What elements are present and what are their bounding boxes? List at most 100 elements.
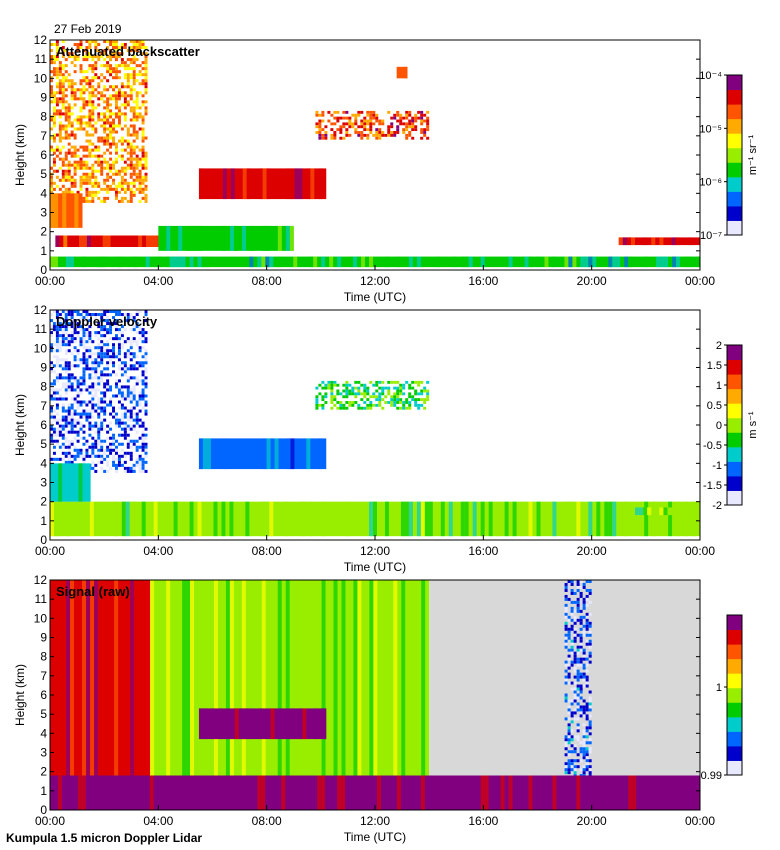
heatmap-cell — [582, 597, 586, 601]
heatmap-cell — [274, 438, 279, 470]
heatmap-cell — [55, 46, 59, 50]
heatmap-cell — [588, 660, 592, 664]
heatmap-cell — [318, 122, 322, 126]
heatmap-cell — [582, 633, 586, 637]
heatmap-cell — [76, 310, 80, 314]
heatmap-cell — [109, 112, 113, 116]
heatmap-cell — [94, 40, 98, 44]
heatmap-cell — [576, 705, 580, 709]
heatmap-cell — [79, 79, 83, 83]
heatmap-cell — [567, 750, 571, 754]
heatmap-cell — [126, 49, 130, 53]
heatmap-cell — [115, 160, 118, 164]
heatmap-cell — [70, 91, 74, 95]
heatmap-cell — [120, 178, 124, 182]
heatmap-cell — [582, 705, 586, 709]
heatmap-cell — [129, 172, 133, 176]
x-tick-label: 04:00 — [143, 274, 173, 288]
heatmap-cell — [582, 666, 586, 670]
heatmap-cell — [580, 775, 585, 810]
heatmap-cell — [82, 400, 86, 404]
heatmap-cell — [115, 451, 118, 455]
heatmap-cell — [588, 690, 592, 694]
heatmap-cell — [123, 352, 127, 356]
heatmap-cell — [85, 58, 89, 62]
heatmap-cell — [573, 591, 577, 595]
heatmap-cell — [643, 237, 648, 246]
heatmap-cell — [166, 225, 171, 251]
heatmap-cell — [91, 172, 95, 176]
heatmap-cell — [103, 385, 107, 389]
heatmap-cell — [138, 436, 142, 440]
heatmap-cell — [138, 418, 142, 422]
heatmap-cell — [88, 142, 92, 146]
heatmap-cell — [112, 46, 115, 50]
heatmap-cell — [141, 133, 145, 137]
heatmap-cell — [213, 580, 218, 810]
heatmap-cell — [408, 131, 412, 134]
heatmap-cell — [387, 133, 391, 137]
heatmap-cell — [588, 705, 592, 709]
heatmap-cell — [579, 657, 583, 661]
heatmap-cell — [115, 46, 118, 50]
heatmap-cell — [106, 67, 110, 71]
heatmap-cell — [405, 136, 409, 140]
heatmap-cell — [70, 406, 74, 410]
heatmap-cell — [393, 403, 397, 407]
heatmap-cell — [138, 82, 142, 86]
heatmap-cell — [405, 133, 409, 137]
heatmap-cell — [115, 85, 118, 89]
heatmap-cell — [64, 178, 68, 182]
heatmap-cell — [357, 580, 362, 810]
heatmap-cell — [573, 759, 577, 763]
heatmap-cell — [82, 355, 86, 359]
heatmap-cell — [277, 225, 282, 251]
heatmap-cell — [126, 103, 130, 107]
heatmap-cell — [50, 118, 53, 122]
heatmap-cell — [396, 392, 400, 396]
heatmap-cell — [70, 151, 74, 155]
heatmap-cell — [82, 436, 86, 440]
heatmap-cell — [73, 88, 77, 92]
heatmap-cell — [588, 654, 592, 658]
heatmap-cell — [135, 172, 139, 176]
heatmap-cell — [138, 361, 142, 365]
heatmap-cell — [112, 187, 115, 191]
heatmap-cell — [55, 397, 59, 401]
heatmap-cell — [85, 70, 89, 74]
heatmap-cell — [520, 775, 525, 810]
heatmap-cell — [115, 424, 118, 428]
heatmap-cell — [261, 775, 266, 810]
heatmap-cell — [181, 256, 186, 268]
colorbar-swatch — [727, 687, 742, 703]
heatmap-cell — [85, 385, 89, 389]
heatmap-cell — [664, 775, 669, 810]
heatmap-cell — [100, 112, 104, 116]
heatmap-cell — [100, 421, 104, 425]
heatmap-cell — [73, 172, 77, 176]
heatmap-cell — [579, 708, 583, 712]
heatmap-cell — [573, 735, 577, 739]
heatmap-cell — [76, 97, 80, 101]
heatmap-cell — [133, 256, 138, 268]
heatmap-cell — [61, 367, 65, 371]
heatmap-cell — [64, 190, 68, 194]
heatmap-cell — [576, 672, 580, 676]
heatmap-cell — [144, 64, 148, 68]
heatmap-cell — [58, 121, 62, 125]
heatmap-cell — [301, 501, 306, 537]
heatmap-cell — [85, 154, 89, 158]
heatmap-cell — [357, 380, 361, 384]
heatmap-cell — [73, 379, 77, 383]
heatmap-cell — [330, 398, 334, 402]
heatmap-cell — [91, 367, 95, 371]
heatmap-cell — [420, 403, 424, 407]
heatmap-cell — [588, 588, 592, 592]
heatmap-cell — [76, 382, 80, 386]
heatmap-cell — [573, 708, 577, 712]
heatmap-cell — [61, 124, 65, 128]
heatmap-cell — [496, 501, 501, 537]
heatmap-cell — [91, 190, 95, 194]
heatmap-cell — [112, 55, 115, 59]
